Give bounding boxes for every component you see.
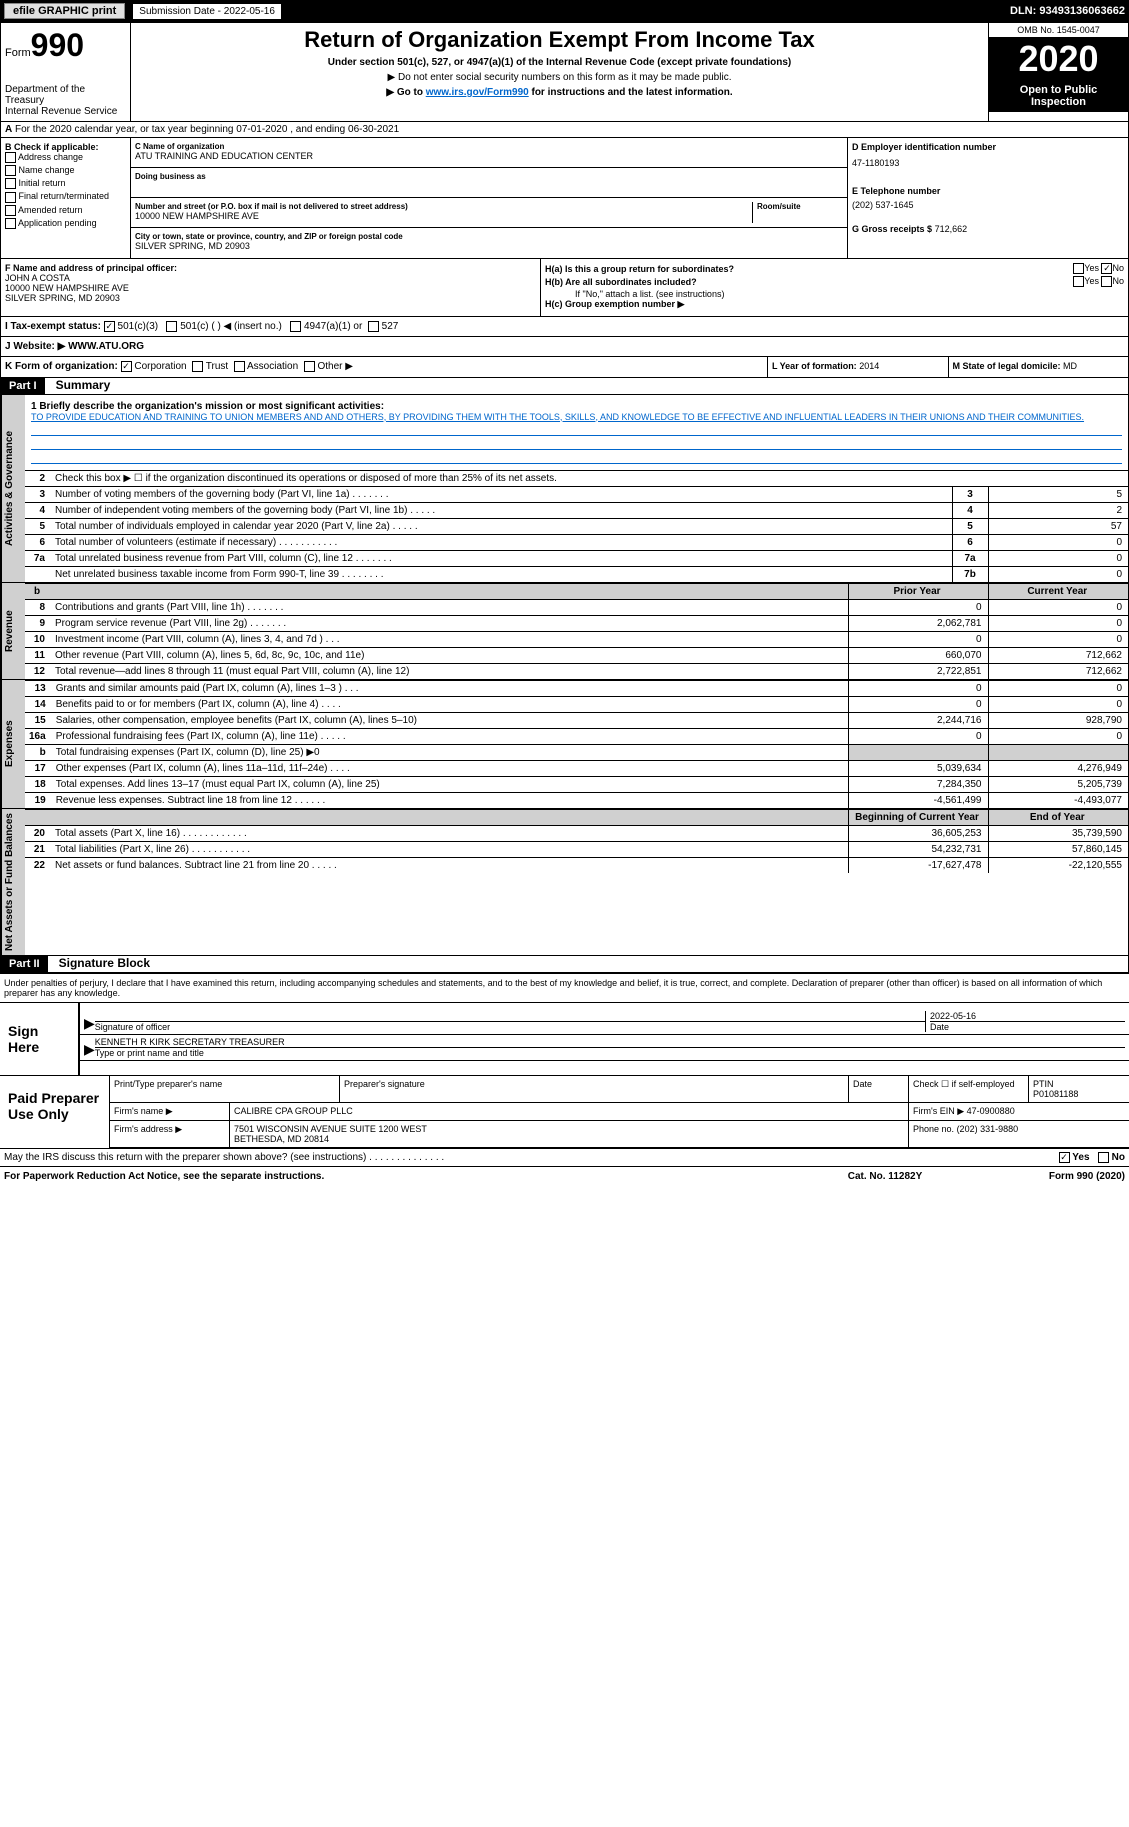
chk-initial-return[interactable] [5, 178, 16, 189]
self-employed-check[interactable]: Check ☐ if self-employed [909, 1076, 1029, 1102]
revenue-table: bPrior YearCurrent Year 8Contributions a… [25, 583, 1128, 679]
top-bar: efile GRAPHIC print Submission Date - 20… [0, 0, 1129, 22]
form-number: Form990 [5, 27, 126, 64]
officer-addr2: SILVER SPRING, MD 20903 [5, 293, 536, 303]
form-990-footer: Form 990 (2020) [965, 1171, 1125, 1182]
submission-date: Submission Date - 2022-05-16 [133, 4, 281, 19]
officer-name: JOHN A COSTA [5, 273, 536, 283]
cat-no: Cat. No. 11282Y [805, 1171, 965, 1182]
hb-note: If "No," attach a list. (see instruction… [545, 289, 1124, 299]
chk-corporation[interactable] [121, 361, 132, 372]
paid-preparer-label: Paid Preparer Use Only [0, 1076, 110, 1148]
ha-yes[interactable] [1073, 263, 1084, 274]
year-formation: 2014 [859, 361, 879, 371]
city-state-zip: SILVER SPRING, MD 20903 [135, 241, 843, 251]
summary-governance: Activities & Governance 1 Briefly descri… [0, 395, 1129, 583]
ptin: P01081188 [1033, 1089, 1078, 1099]
firm-phone: (202) 331-9880 [957, 1124, 1019, 1134]
side-governance: Activities & Governance [1, 395, 25, 582]
officer-addr1: 10000 NEW HAMPSHIRE AVE [5, 283, 536, 293]
tax-status-row: I Tax-exempt status: 501(c)(3) 501(c) ( … [0, 317, 1129, 337]
mission-text: TO PROVIDE EDUCATION AND TRAINING TO UNI… [31, 412, 1122, 422]
omb-number: OMB No. 1545-0047 [989, 23, 1128, 38]
row-a-tax-year: A For the 2020 calendar year, or tax yea… [0, 122, 1129, 138]
chk-association[interactable] [234, 361, 245, 372]
tax-year: 2020 [989, 38, 1128, 80]
org-name: ATU TRAINING AND EDUCATION CENTER [135, 151, 843, 161]
officer-name-title: KENNETH R KIRK SECRETARY TREASURER [95, 1037, 1125, 1047]
ssn-note: ▶ Do not enter social security numbers o… [135, 72, 984, 83]
part-i-header: Part I Summary [0, 378, 1129, 395]
chk-4947[interactable] [290, 321, 301, 332]
sign-here-block: Sign Here ▶ Signature of officer 2022-05… [0, 1002, 1129, 1075]
sign-here-label: Sign Here [0, 1003, 80, 1075]
form-subtitle: Under section 501(c), 527, or 4947(a)(1)… [135, 57, 984, 68]
chk-trust[interactable] [192, 361, 203, 372]
efile-print-button[interactable]: efile GRAPHIC print [4, 3, 125, 19]
col-b-checkboxes: B Check if applicable: Address change Na… [1, 138, 131, 258]
firm-name: CALIBRE CPA GROUP PLLC [230, 1103, 909, 1120]
chk-application-pending[interactable] [5, 218, 16, 229]
chk-other[interactable] [304, 361, 315, 372]
summary-revenue: Revenue bPrior YearCurrent Year 8Contrib… [0, 583, 1129, 680]
discuss-no[interactable] [1098, 1152, 1109, 1163]
gross-receipts: 712,662 [935, 224, 968, 234]
firm-ein: 47-0900880 [967, 1106, 1015, 1116]
summary-net-assets: Net Assets or Fund Balances Beginning of… [0, 809, 1129, 956]
ein: 47-1180193 [852, 158, 1124, 168]
col-c-org-info: C Name of organization ATU TRAINING AND … [131, 138, 848, 258]
chk-501c[interactable] [166, 321, 177, 332]
website-url: WWW.ATU.ORG [68, 341, 144, 352]
ha-no[interactable] [1101, 263, 1112, 274]
hc-label: H(c) Group exemption number ▶ [545, 299, 684, 310]
side-net: Net Assets or Fund Balances [1, 809, 25, 955]
chk-527[interactable] [368, 321, 379, 332]
signature-intro: Under penalties of perjury, I declare th… [0, 973, 1129, 1002]
irs-link[interactable]: www.irs.gov/Form990 [426, 87, 529, 98]
street-address: 10000 NEW HAMPSHIRE AVE [135, 211, 748, 221]
side-expenses: Expenses [1, 680, 25, 808]
expenses-table: 13Grants and similar amounts paid (Part … [25, 680, 1128, 808]
department-label: Department of the Treasury Internal Reve… [5, 84, 126, 117]
summary-expenses: Expenses 13Grants and similar amounts pa… [0, 680, 1129, 809]
firm-address: 7501 WISCONSIN AVENUE SUITE 1200 WEST BE… [230, 1121, 909, 1147]
website-row: J Website: ▶ WWW.ATU.ORG [0, 337, 1129, 357]
chk-501c3[interactable] [104, 321, 115, 332]
chk-name-change[interactable] [5, 165, 16, 176]
discuss-yes[interactable] [1059, 1152, 1070, 1163]
governance-table: 2Check this box ▶ ☐ if the organization … [25, 470, 1128, 582]
klm-row: K Form of organization: Corporation Trus… [0, 357, 1129, 377]
hb-no[interactable] [1101, 276, 1112, 287]
arrow-icon: ▶ [84, 1041, 95, 1058]
state-domicile: MD [1063, 361, 1077, 371]
arrow-icon: ▶ [84, 1015, 95, 1032]
discuss-row: May the IRS discuss this return with the… [0, 1148, 1129, 1166]
chk-address-change[interactable] [5, 152, 16, 163]
hb-yes[interactable] [1073, 276, 1084, 287]
instructions-note: ▶ Go to www.irs.gov/Form990 for instruct… [135, 87, 984, 98]
chk-amended[interactable] [5, 205, 16, 216]
col-d-ein-tel: D Employer identification number 47-1180… [848, 138, 1128, 258]
footer: For Paperwork Reduction Act Notice, see … [0, 1166, 1129, 1186]
sign-date: 2022-05-16 [930, 1011, 1125, 1021]
officer-group-row: F Name and address of principal officer:… [0, 259, 1129, 317]
telephone: (202) 537-1645 [852, 200, 1124, 210]
form-header: Form990 Department of the Treasury Inter… [0, 22, 1129, 122]
chk-final-return[interactable] [5, 192, 16, 203]
dln: DLN: 93493136063662 [1010, 5, 1125, 17]
net-assets-table: Beginning of Current YearEnd of Year 20T… [25, 809, 1128, 873]
side-revenue: Revenue [1, 583, 25, 679]
form-title: Return of Organization Exempt From Incom… [135, 27, 984, 53]
open-inspection: Open to Public Inspection [989, 80, 1128, 112]
entity-info-grid: B Check if applicable: Address change Na… [0, 138, 1129, 259]
part-ii-header: Part II Signature Block [0, 956, 1129, 973]
paid-preparer-block: Paid Preparer Use Only Print/Type prepar… [0, 1075, 1129, 1148]
